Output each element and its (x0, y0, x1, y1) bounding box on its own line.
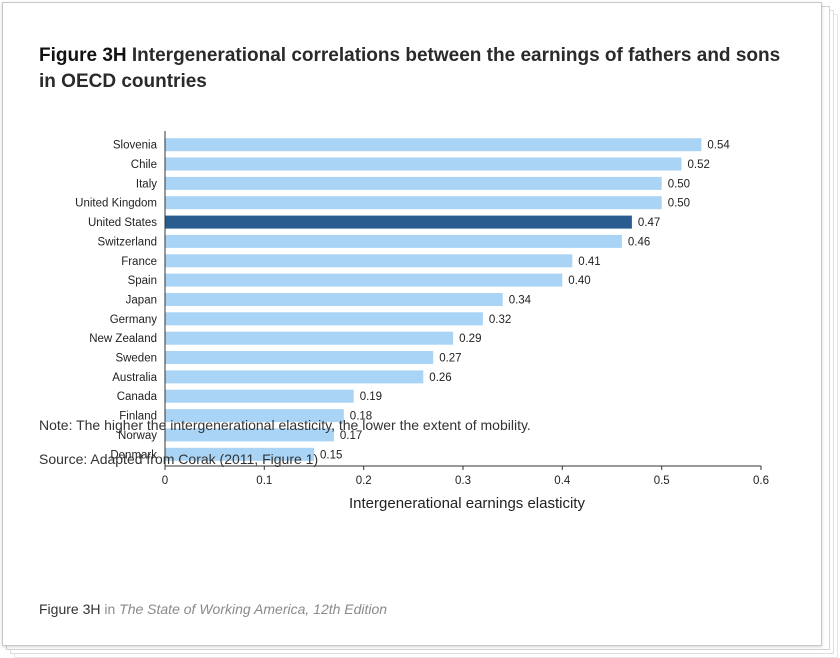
category-label: Australia (112, 372, 157, 384)
data-label: 0.50 (668, 198, 690, 210)
category-label: Spain (128, 275, 157, 287)
data-label: 0.32 (489, 314, 511, 326)
data-label: 0.26 (429, 372, 451, 384)
bar-new-zealand (165, 331, 454, 345)
bar-australia (165, 370, 424, 384)
data-label: 0.41 (578, 256, 600, 268)
figure-number: Figure 3H (39, 45, 127, 66)
caption-book-title: The State of Working America, 12th Editi… (119, 601, 388, 617)
data-label: 0.27 (439, 353, 461, 365)
x-axis-title: Intergenerational earnings elasticity (349, 495, 585, 512)
bar-japan (165, 293, 503, 306)
caption-figure-ref: Figure 3H (39, 601, 101, 617)
bar-finland (165, 409, 344, 423)
bar-germany (165, 312, 483, 326)
figure-caption: Figure 3H in The State of Working Americ… (39, 601, 387, 617)
category-label: Japan (126, 295, 157, 307)
bar-italy (165, 176, 662, 190)
data-label: 0.47 (638, 217, 660, 229)
bar-chile (165, 157, 682, 171)
bar-united-states (165, 215, 632, 229)
figure-card: Figure 3H Intergenerational correlations… (2, 2, 822, 646)
data-label: 0.52 (688, 159, 710, 171)
category-label: Switzerland (98, 236, 157, 248)
x-tick-label: 0 (162, 475, 168, 487)
bar-spain (165, 273, 563, 287)
data-label: 0.29 (459, 333, 481, 345)
caption-in-word: in (104, 601, 116, 617)
bar-norway (165, 428, 334, 442)
bar-france (165, 254, 573, 268)
bar-canada (165, 389, 354, 403)
data-label: 0.19 (360, 391, 382, 403)
category-label: United States (88, 217, 157, 229)
data-label: 0.34 (509, 295, 532, 307)
bar-slovenia (165, 138, 702, 152)
category-label: Norway (118, 430, 157, 442)
data-label: 0.50 (668, 178, 690, 190)
category-label: New Zealand (89, 333, 157, 345)
category-label: Sweden (115, 353, 157, 365)
category-label: Germany (110, 314, 158, 326)
x-tick-label: 0.6 (753, 475, 769, 487)
x-tick-label: 0.3 (455, 475, 471, 487)
bar-sweden (165, 351, 434, 364)
figure-title-text: Intergenerational correlations between t… (39, 45, 781, 92)
chart-source: Source: Adapted from Corak (2011, Figure… (39, 451, 319, 467)
data-label: 0.40 (568, 275, 590, 287)
category-label: United Kingdom (75, 198, 157, 210)
category-label: Denmark (110, 449, 157, 461)
data-label: 0.46 (628, 236, 650, 248)
category-label: France (121, 256, 157, 268)
category-label: Chile (131, 159, 157, 171)
data-label: 0.17 (340, 430, 362, 442)
x-tick-label: 0.2 (356, 475, 372, 487)
x-tick-label: 0.5 (654, 475, 670, 487)
data-label: 0.18 (350, 411, 372, 423)
bar-united-kingdom (165, 196, 662, 210)
bar-denmark (165, 447, 314, 461)
category-label: Finland (119, 411, 157, 423)
x-tick-label: 0.1 (256, 475, 272, 487)
x-tick-label: 0.4 (554, 475, 571, 487)
category-label: Canada (117, 391, 158, 403)
category-label: Italy (136, 178, 157, 190)
data-label: 0.15 (320, 449, 342, 461)
category-label: Slovenia (113, 140, 158, 152)
data-label: 0.54 (707, 140, 730, 152)
bar-switzerland (165, 234, 622, 248)
figure-title: Figure 3H Intergenerational correlations… (39, 43, 799, 95)
chart-note: Note: The higher the intergenerational e… (39, 417, 531, 433)
